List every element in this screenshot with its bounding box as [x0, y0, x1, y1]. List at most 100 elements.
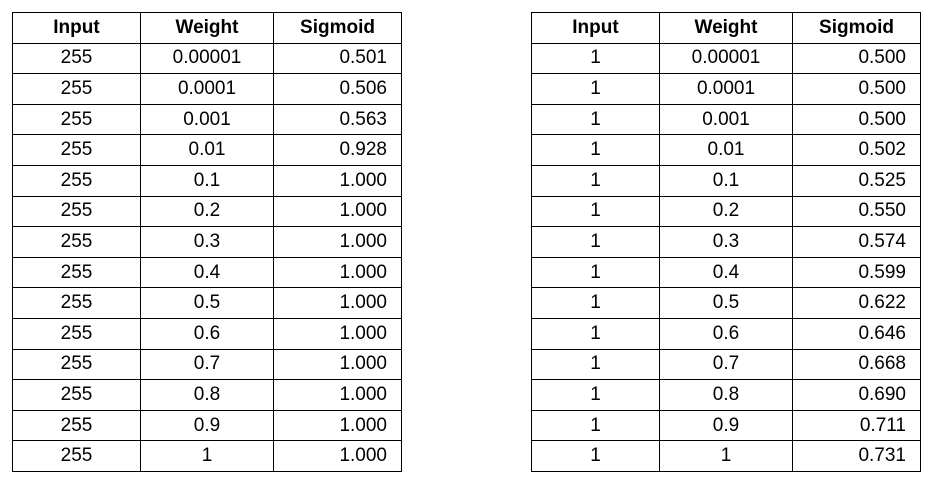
- cell-weight: 0.001: [659, 103, 793, 136]
- cell-weight: 0.2: [140, 195, 274, 228]
- cell-sigmoid: 0.599: [792, 256, 921, 289]
- table-header-row: Input Weight Sigmoid: [531, 12, 921, 44]
- cell-sigmoid: 0.500: [792, 73, 921, 105]
- cell-input: 1: [531, 103, 660, 136]
- table-row: 255 0.1 1.000: [12, 164, 402, 197]
- cell-input: 1: [531, 164, 660, 197]
- header-weight: Weight: [140, 12, 274, 44]
- header-sigmoid: Sigmoid: [792, 12, 921, 44]
- cell-input: 255: [12, 134, 141, 166]
- cell-input: 255: [12, 164, 141, 197]
- cell-weight: 0.4: [659, 256, 793, 289]
- cell-sigmoid: 0.502: [792, 134, 921, 166]
- cell-input: 1: [531, 379, 660, 411]
- cell-weight: 0.0001: [140, 73, 274, 105]
- cell-sigmoid: 1.000: [273, 195, 402, 228]
- cell-input: 255: [12, 256, 141, 289]
- cell-sigmoid: 1.000: [273, 287, 402, 319]
- table-row: 255 0.4 1.000: [12, 256, 402, 289]
- cell-weight: 0.7: [659, 348, 793, 381]
- cell-sigmoid: 0.506: [273, 73, 402, 105]
- table-row: 1 0.5 0.622: [531, 287, 921, 319]
- header-sigmoid: Sigmoid: [273, 12, 402, 44]
- cell-weight: 0.3: [140, 226, 274, 258]
- table-row: 1 0.4 0.599: [531, 256, 921, 289]
- cell-weight: 0.4: [140, 256, 274, 289]
- table-row: 1 0.9 0.711: [531, 409, 921, 442]
- cell-weight: 0.0001: [659, 73, 793, 105]
- table-row: 1 0.8 0.690: [531, 379, 921, 411]
- table-row: 1 0.2 0.550: [531, 195, 921, 228]
- table-row: 1 0.6 0.646: [531, 317, 921, 350]
- cell-weight: 0.001: [140, 103, 274, 136]
- cell-weight: 0.1: [659, 164, 793, 197]
- cell-sigmoid: 1.000: [273, 440, 402, 472]
- table-row: 255 0.5 1.000: [12, 287, 402, 319]
- table-row: 255 1 1.000: [12, 440, 402, 472]
- cell-sigmoid: 1.000: [273, 226, 402, 258]
- cell-sigmoid: 0.563: [273, 103, 402, 136]
- table-row: 255 0.01 0.928: [12, 134, 402, 166]
- cell-input: 1: [531, 256, 660, 289]
- table-row: 255 0.8 1.000: [12, 379, 402, 411]
- sigmoid-table-input-255: Input Weight Sigmoid 255 0.00001 0.501 255 0…: [12, 12, 402, 472]
- table-row: 255 0.6 1.000: [12, 317, 402, 350]
- cell-weight: 0.8: [140, 379, 274, 411]
- cell-input: 1: [531, 73, 660, 105]
- cell-sigmoid: 0.500: [792, 42, 921, 75]
- table-body: 1 0.00001 0.500 1 0.0001 0.500 1 0.001 0.500 1 0.0…: [531, 42, 921, 472]
- header-weight: Weight: [659, 12, 793, 44]
- cell-sigmoid: 0.646: [792, 317, 921, 350]
- cell-input: 255: [12, 73, 141, 105]
- cell-input: 1: [531, 226, 660, 258]
- cell-sigmoid: 0.928: [273, 134, 402, 166]
- cell-sigmoid: 0.501: [273, 42, 402, 75]
- cell-input: 255: [12, 440, 141, 472]
- cell-sigmoid: 0.622: [792, 287, 921, 319]
- cell-input: 1: [531, 317, 660, 350]
- cell-input: 1: [531, 134, 660, 166]
- cell-sigmoid: 0.574: [792, 226, 921, 258]
- table-row: 1 1 0.731: [531, 440, 921, 472]
- cell-input: 255: [12, 287, 141, 319]
- cell-weight: 0.5: [659, 287, 793, 319]
- cell-weight: 0.8: [659, 379, 793, 411]
- cell-input: 255: [12, 103, 141, 136]
- cell-weight: 0.01: [659, 134, 793, 166]
- cell-weight: 0.9: [659, 409, 793, 442]
- cell-input: 255: [12, 195, 141, 228]
- cell-input: 1: [531, 42, 660, 75]
- cell-sigmoid: 0.690: [792, 379, 921, 411]
- table-body: 255 0.00001 0.501 255 0.0001 0.506 255 0.001 0.5…: [12, 42, 402, 472]
- table-row: 255 0.7 1.000: [12, 348, 402, 381]
- cell-input: 1: [531, 348, 660, 381]
- table-row: 255 0.0001 0.506: [12, 73, 402, 105]
- cell-weight: 0.01: [140, 134, 274, 166]
- cell-sigmoid: 0.668: [792, 348, 921, 381]
- cell-input: 1: [531, 287, 660, 319]
- table-row: 255 0.00001 0.501: [12, 42, 402, 75]
- table-row: 1 0.00001 0.500: [531, 42, 921, 75]
- cell-weight: 0.1: [140, 164, 274, 197]
- table-row: 1 0.001 0.500: [531, 103, 921, 136]
- cell-weight: 0.6: [140, 317, 274, 350]
- cell-weight: 0.00001: [140, 42, 274, 75]
- cell-weight: 0.6: [659, 317, 793, 350]
- cell-weight: 0.7: [140, 348, 274, 381]
- cell-sigmoid: 0.500: [792, 103, 921, 136]
- cell-sigmoid: 1.000: [273, 317, 402, 350]
- cell-sigmoid: 0.525: [792, 164, 921, 197]
- cell-weight: 1: [659, 440, 793, 472]
- cell-input: 1: [531, 409, 660, 442]
- table-header-row: Input Weight Sigmoid: [12, 12, 402, 44]
- cell-sigmoid: 0.731: [792, 440, 921, 472]
- cell-sigmoid: 1.000: [273, 348, 402, 381]
- cell-weight: 0.9: [140, 409, 274, 442]
- table-row: 1 0.7 0.668: [531, 348, 921, 381]
- cell-input: 255: [12, 409, 141, 442]
- cell-weight: 0.5: [140, 287, 274, 319]
- table-row: 1 0.3 0.574: [531, 226, 921, 258]
- table-row: 255 0.001 0.563: [12, 103, 402, 136]
- cell-input: 255: [12, 317, 141, 350]
- table-row: 255 0.3 1.000: [12, 226, 402, 258]
